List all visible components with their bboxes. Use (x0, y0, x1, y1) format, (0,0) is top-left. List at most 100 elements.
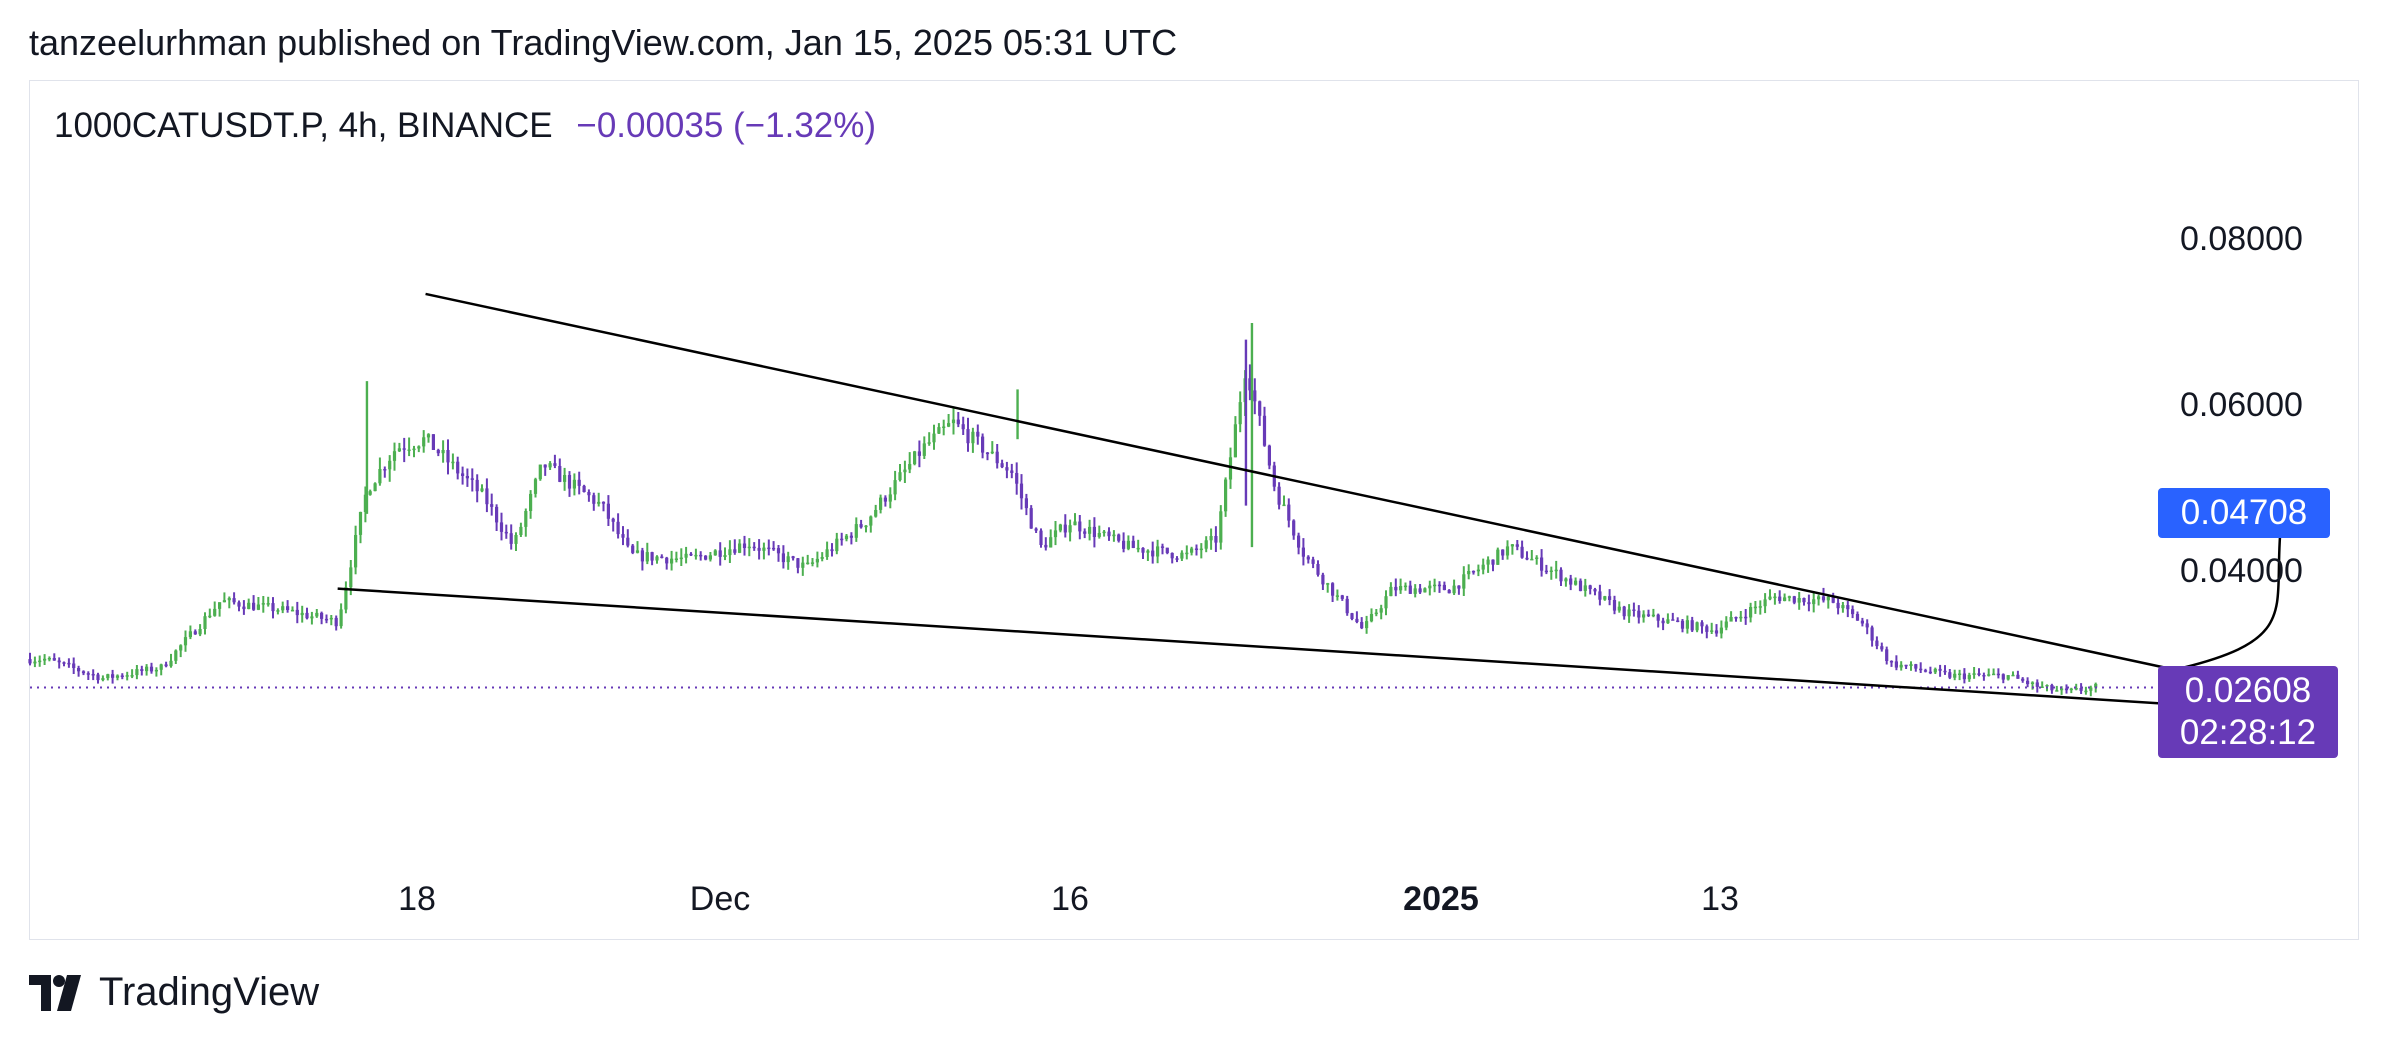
candle-body (72, 663, 76, 668)
candle-body (1953, 673, 1957, 678)
candle-body (1165, 547, 1169, 553)
candle-body (529, 493, 533, 511)
current-price: 0.02608 (2184, 670, 2312, 710)
candle-body (859, 524, 863, 528)
candle-body (1476, 569, 1480, 572)
candle-body (713, 550, 717, 556)
candle-body (1899, 664, 1903, 668)
candle-body (1209, 536, 1213, 541)
x-tick-label: 18 (398, 880, 436, 918)
candle-body (339, 609, 343, 627)
candle-body (990, 451, 994, 454)
candle-body (242, 606, 246, 610)
candle-body (300, 612, 304, 616)
candle-body (650, 552, 654, 561)
candle-body (256, 604, 260, 610)
candle-body (747, 546, 751, 549)
candle-body (2084, 690, 2088, 693)
candle-body (1442, 584, 1446, 590)
candle-body (120, 675, 124, 677)
candle-body (2060, 688, 2064, 691)
candle-body (1369, 614, 1374, 622)
candle-body (77, 668, 81, 672)
candle-body (947, 423, 951, 427)
candle-body (1219, 511, 1223, 543)
candle-body (791, 556, 795, 559)
candle-body (854, 524, 858, 538)
candle-body (1962, 673, 1966, 680)
publisher-line: tanzeelurhman published on TradingView.c… (29, 22, 1178, 63)
candle-body (806, 562, 810, 565)
tradingview-logo[interactable]: TradingView (29, 970, 319, 1015)
candle-body (2030, 682, 2035, 684)
candle-body (1632, 609, 1636, 611)
candle-body (631, 545, 635, 553)
candle-body (1180, 552, 1184, 559)
candle-body (1399, 586, 1403, 591)
candle-body (1107, 531, 1111, 537)
chart-frame (29, 80, 2359, 940)
candle-body (1068, 525, 1072, 533)
candle-body (495, 506, 499, 523)
candle-body (893, 480, 897, 495)
candle-body (81, 671, 86, 674)
candle-body (43, 658, 47, 661)
candle-body (1194, 548, 1199, 550)
candle-body (1403, 585, 1408, 588)
candle-body (582, 485, 586, 492)
candle-body (1326, 583, 1330, 585)
candle-body (1554, 569, 1558, 572)
candle-body (1228, 457, 1233, 480)
candle-body (738, 543, 742, 553)
candle-body (52, 658, 56, 661)
candle-body (801, 562, 805, 568)
candle-body (1637, 610, 1641, 618)
candle-body (222, 600, 226, 603)
candle-body (354, 535, 358, 568)
candle-body (1714, 630, 1719, 634)
candle-body (1807, 602, 1811, 605)
candle-body (1039, 530, 1043, 545)
candle-body (402, 448, 406, 450)
candle-body (927, 442, 931, 444)
candle-body (1389, 586, 1393, 597)
candle-body (1564, 578, 1568, 582)
candle-body (509, 533, 513, 544)
candle-body (1651, 614, 1655, 617)
candle-body (2069, 688, 2073, 691)
candle-body (601, 501, 606, 504)
candle-body (480, 488, 484, 492)
candle-body (378, 469, 382, 484)
candle-body (1544, 570, 1548, 573)
candle-body (1491, 559, 1495, 565)
candle-body (1413, 588, 1417, 594)
candle-body (1185, 552, 1189, 555)
candle-body (519, 526, 523, 535)
candle-body (533, 479, 538, 494)
candle-body (1938, 668, 1942, 671)
candle-body (188, 631, 192, 638)
candle-body (810, 562, 815, 564)
candle-body (62, 662, 66, 664)
candle-body (660, 556, 664, 558)
candle-body (422, 437, 426, 447)
candle-body (796, 558, 800, 568)
candle-body (1875, 640, 1879, 647)
candle-body (655, 556, 659, 561)
candle-body (762, 547, 766, 551)
candle-body (96, 674, 100, 681)
candle-body (1894, 661, 1898, 668)
candle-body (1753, 606, 1757, 609)
y-tick-label: 0.08000 (2180, 220, 2303, 258)
candle-body (1700, 622, 1704, 627)
candle-body (830, 549, 834, 552)
candle-body (33, 661, 37, 664)
candle-body (1778, 596, 1782, 601)
candle-body (995, 451, 999, 464)
candle-body (1710, 630, 1714, 632)
candle-body (1515, 544, 1519, 547)
candle-body (67, 662, 71, 665)
candle-body (1909, 664, 1913, 666)
candle-body (1418, 588, 1422, 593)
